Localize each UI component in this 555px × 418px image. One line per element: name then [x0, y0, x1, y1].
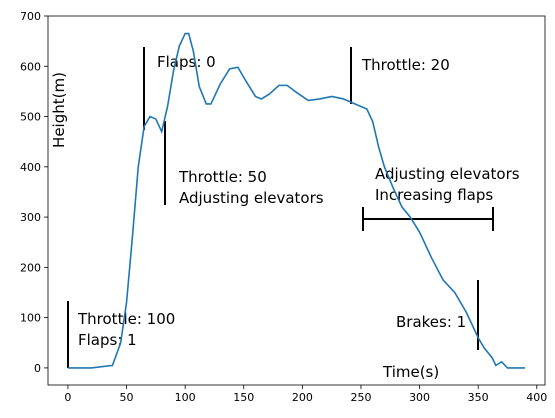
x-tick-label: 100 — [175, 391, 196, 404]
annotation: Flaps: 0 — [157, 53, 216, 71]
annotation: Throttle: 50 — [178, 168, 267, 186]
y-tick-label: 700 — [20, 10, 41, 23]
annotation: Flaps: 1 — [78, 331, 137, 349]
x-tick-label: 0 — [64, 391, 71, 404]
y-tick-label: 0 — [34, 362, 41, 375]
y-axis-label: Height(m) — [50, 72, 68, 148]
y-tick-label: 500 — [20, 111, 41, 124]
x-tick-label: 400 — [526, 391, 547, 404]
x-tick-label: 200 — [292, 391, 313, 404]
y-tick-label: 600 — [20, 60, 41, 73]
axes-frame — [47, 15, 546, 386]
x-tick-label: 250 — [350, 391, 371, 404]
annotation: Throttle: 100 — [77, 310, 175, 328]
x-tick-label: 350 — [468, 391, 489, 404]
annotation: Increasing flaps — [375, 186, 493, 204]
y-tick-label: 400 — [20, 161, 41, 174]
x-axis-label: Time(s) — [382, 363, 439, 381]
y-tick-label: 200 — [20, 261, 41, 274]
y-tick-label: 300 — [20, 211, 41, 224]
x-tick-label: 300 — [409, 391, 430, 404]
y-tick-label: 100 — [20, 312, 41, 325]
annotation: Throttle: 20 — [361, 56, 450, 74]
line-series — [67, 32, 526, 369]
x-tick-label: 150 — [233, 391, 254, 404]
annotation: Adjusting elevators — [179, 189, 324, 207]
x-tick-label: 50 — [120, 391, 134, 404]
annotation: Adjusting elevators — [375, 165, 520, 183]
annotation: Brakes: 1 — [396, 313, 466, 331]
